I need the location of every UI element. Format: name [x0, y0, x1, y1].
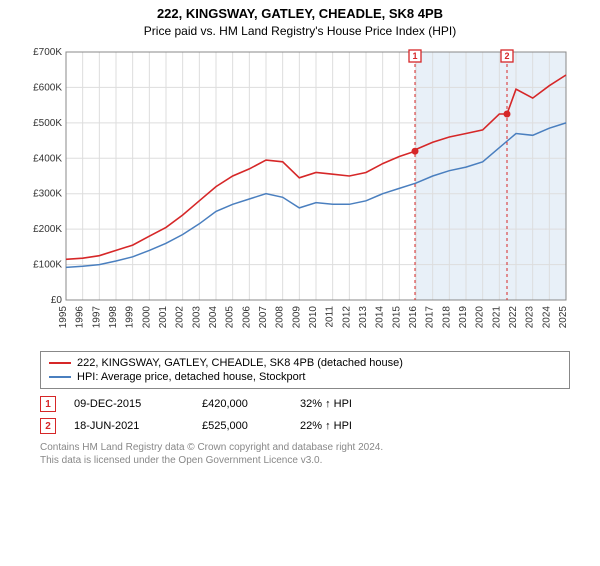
x-tick-label: 2025 [558, 306, 569, 329]
x-tick-label: 1998 [108, 306, 119, 329]
sale-diff: 32% ↑ HPI [300, 398, 380, 410]
x-tick-label: 2014 [375, 306, 386, 329]
line-chart: £0 £100K £200K £300K £400K £500K £600K £700K 199… [20, 42, 580, 342]
y-tick-label: £600K [33, 82, 62, 93]
sale-date: 18-JUN-2021 [74, 420, 184, 432]
sales-row: 1 09-DEC-2015 £420,000 32% ↑ HPI [40, 393, 570, 415]
legend-item: 222, KINGSWAY, GATLEY, CHEADLE, SK8 4PB … [49, 356, 561, 370]
legend: 222, KINGSWAY, GATLEY, CHEADLE, SK8 4PB … [40, 351, 570, 389]
legend-label: HPI: Average price, detached house, Stoc… [77, 371, 306, 383]
legend-item: HPI: Average price, detached house, Stoc… [49, 370, 561, 384]
footer-line-1: Contains HM Land Registry data © Crown c… [40, 441, 570, 454]
x-tick-label: 1997 [91, 306, 102, 329]
sale-marker-dot [412, 148, 419, 155]
x-tick-label: 2002 [175, 306, 186, 329]
x-tick-label: 2008 [275, 306, 286, 329]
footer-line-2: This data is licensed under the Open Gov… [40, 454, 570, 467]
x-tick-label: 2018 [441, 306, 452, 329]
sale-price: £525,000 [202, 420, 282, 432]
x-tick-label: 2024 [541, 306, 552, 329]
y-tick-label: £200K [33, 224, 62, 235]
x-tick-label: 2020 [475, 306, 486, 329]
legend-swatch [49, 362, 71, 364]
x-tick-label: 2010 [308, 306, 319, 329]
x-tick-label: 1999 [125, 306, 136, 329]
x-tick-label: 1995 [58, 306, 69, 329]
x-tick-label: 2003 [191, 306, 202, 329]
footer-license: Contains HM Land Registry data © Crown c… [40, 441, 570, 467]
x-tick-label: 2022 [508, 306, 519, 329]
legend-swatch [49, 376, 71, 378]
x-tick-label: 2005 [225, 306, 236, 329]
x-tick-label: 2007 [258, 306, 269, 329]
sale-marker-number: 1 [412, 51, 417, 61]
y-tick-label: £300K [33, 189, 62, 200]
y-tick-label: £0 [51, 295, 63, 306]
sales-row: 2 18-JUN-2021 £525,000 22% ↑ HPI [40, 415, 570, 437]
y-tick-label: £100K [33, 260, 62, 271]
y-tick-label: £400K [33, 153, 62, 164]
x-tick-label: 2019 [458, 306, 469, 329]
sale-date: 09-DEC-2015 [74, 398, 184, 410]
x-tick-label: 2016 [408, 306, 419, 329]
x-tick-label: 1996 [75, 306, 86, 329]
y-tick-label: £700K [33, 47, 62, 58]
x-tick-label: 2000 [141, 306, 152, 329]
sale-diff: 22% ↑ HPI [300, 420, 380, 432]
x-tick-label: 2006 [241, 306, 252, 329]
sale-marker-number: 2 [504, 51, 509, 61]
x-tick-label: 2011 [325, 306, 336, 328]
chart-container: £0 £100K £200K £300K £400K £500K £600K £700K 199… [20, 42, 580, 347]
x-tick-label: 2017 [425, 306, 436, 329]
x-tick-label: 2013 [358, 306, 369, 329]
sale-number-box: 1 [40, 396, 56, 412]
x-tick-label: 2012 [341, 306, 352, 329]
legend-label: 222, KINGSWAY, GATLEY, CHEADLE, SK8 4PB … [77, 357, 403, 369]
sales-table: 1 09-DEC-2015 £420,000 32% ↑ HPI 2 18-JUN-202… [40, 393, 570, 437]
x-tick-label: 2009 [291, 306, 302, 329]
x-tick-label: 2004 [208, 306, 219, 329]
page-title: 222, KINGSWAY, GATLEY, CHEADLE, SK8 4PB [0, 6, 600, 21]
y-tick-label: £500K [33, 118, 62, 129]
page-subtitle: Price paid vs. HM Land Registry's House … [0, 24, 600, 38]
sale-number-box: 2 [40, 418, 56, 434]
x-tick-label: 2021 [491, 306, 502, 329]
sale-marker-dot [504, 111, 511, 118]
sale-price: £420,000 [202, 398, 282, 410]
x-tick-label: 2023 [525, 306, 536, 329]
x-tick-label: 2001 [158, 306, 169, 329]
x-tick-label: 2015 [391, 306, 402, 329]
